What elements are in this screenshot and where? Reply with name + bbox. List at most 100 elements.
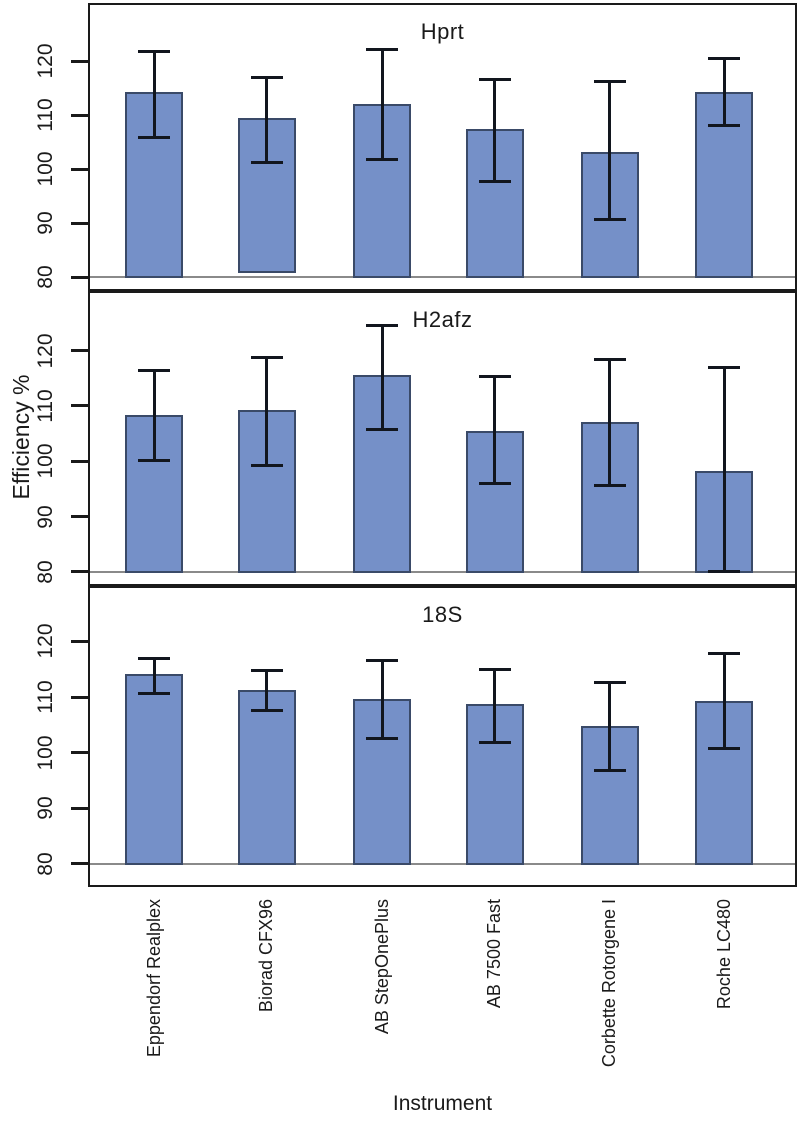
error-bar-line [722,58,726,127]
error-bar-cap-bottom [478,179,511,183]
error-bar-line [152,51,156,139]
x-category-label: AB StepOnePlus [372,899,392,1035]
error-bar-cap-top [708,651,740,655]
error-bar-line [493,78,496,182]
y-tick-label: 120 [34,623,57,659]
error-bar-cap-top [708,366,740,370]
error-bar-cap-top [478,374,511,378]
error-bar-line [152,657,156,694]
x-category-label: Biorad CFX96 [256,899,276,1013]
axis-baseline-80 [90,276,795,279]
error-bar-cap-top [708,57,740,61]
error-bar-cap-top [366,324,398,328]
error-bar-cap-top [138,50,170,54]
panel-hprt-title: Hprt [420,19,465,44]
error-bar-cap-bottom [366,736,398,740]
bar-biorad-cfx96 [237,690,296,865]
y-axis-tick [71,275,88,279]
error-bar-cap-bottom [478,740,511,744]
error-bar-cap-bottom [708,570,740,574]
panel-h2afz-title: H2afz [412,307,473,332]
error-bar-cap-bottom [708,747,740,751]
error-bar-cap-bottom [593,768,626,772]
error-bar-line [722,367,726,573]
error-bar-line [265,77,268,164]
y-axis-tick [71,806,88,810]
panel-18s-plot-area: 80 90 100 110 120 [34,588,795,885]
y-axis-tick [71,221,88,225]
error-bar-cap-top [478,77,511,81]
y-tick-label: 120 [34,333,57,369]
y-tick-label: 120 [34,43,57,79]
error-bar-cap-top [250,669,283,673]
y-tick-label: 90 [34,504,57,529]
error-bar-cap-bottom [250,161,283,165]
y-axis-tick [71,515,88,518]
x-category-label: Roche LC480 [714,899,734,1010]
error-bar-cap-top [138,656,170,660]
error-bar-cap-top [478,667,511,671]
error-bar-cap-bottom [138,458,170,462]
error-bar-cap-top [250,76,283,80]
panel-18s-title: 18S [422,602,463,627]
error-bar-line [265,670,268,712]
y-axis-tick [71,349,88,353]
error-bar-cap-top [366,47,398,51]
error-bar-cap-bottom [250,709,283,713]
error-bar-cap-bottom [366,428,398,432]
error-bar-cap-bottom [593,484,626,488]
error-bar-line [722,652,726,750]
error-bar-cap-top [593,79,626,83]
error-bar-line [608,80,611,220]
error-bar-cap-bottom [366,158,398,162]
x-category-label: AB 7500 Fast [484,899,504,1009]
error-bar-line [265,357,268,467]
bar-ab-7500-fast [465,129,524,279]
error-bar-cap-bottom [593,217,626,221]
error-bar-line [380,659,384,739]
y-axis-tick [71,695,88,699]
y-axis-tick [71,751,88,755]
y-axis-title: Efficiency % [8,374,34,500]
error-bar-line [380,325,384,431]
y-axis-tick [71,59,88,63]
panel-hprt-plot-area: 80 90 100 110 120 [34,5,795,289]
y-axis-tick [71,639,88,643]
axis-baseline-80 [90,862,795,865]
error-bar-line [493,375,496,485]
error-bar-line [380,48,384,161]
error-bar-cap-top [138,368,170,372]
error-bar-cap-bottom [138,136,170,140]
y-tick-label: 110 [34,680,57,714]
x-axis-title: Instrument [392,1092,493,1115]
error-bar-cap-bottom [138,691,170,695]
error-bar-cap-top [366,658,398,662]
error-bar-cap-bottom [250,464,283,468]
y-axis-tick [71,459,88,463]
y-axis-tick [71,167,88,171]
y-tick-label: 80 [34,560,57,584]
error-bar-cap-top [593,680,626,684]
error-bar-cap-top [250,356,283,360]
y-axis-tick [71,404,88,408]
panel-18s: 80 90 100 110 120 18S [34,586,797,887]
error-bar-line [493,668,496,743]
y-axis-tick [71,113,88,117]
y-tick-label: 100 [34,735,57,771]
panel-h2afz-plot-area: 80 90 100 110 120 [34,293,795,584]
y-tick-label: 100 [34,443,57,479]
bar-ab-7500-fast [465,704,524,865]
bar-eppendorf-realplex [125,674,183,865]
error-bar-cap-bottom [478,482,511,486]
error-bar-cap-top [593,358,626,362]
axis-baseline-80 [90,570,795,573]
y-axis-tick [71,862,88,866]
y-tick-label: 80 [34,852,57,876]
y-tick-label: 90 [34,796,57,820]
x-category-label: Eppendorf Realplex [144,899,164,1058]
y-tick-label: 110 [34,389,57,423]
x-category-label: Corbette Rotorgene I [599,899,619,1068]
error-bar-line [152,369,156,461]
error-bar-cap-bottom [708,124,740,128]
